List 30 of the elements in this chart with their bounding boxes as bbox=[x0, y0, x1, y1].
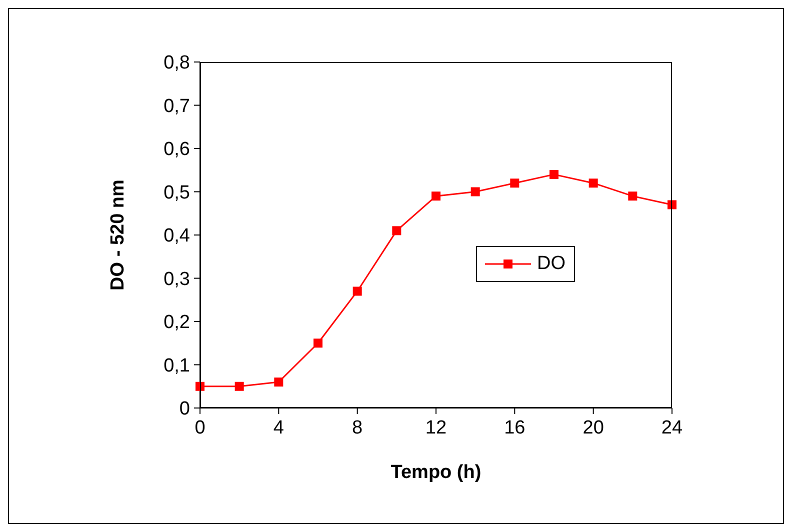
x-tick-label: 8 bbox=[352, 417, 363, 438]
point bbox=[352, 286, 362, 296]
y-tick-label: 0,6 bbox=[164, 139, 190, 160]
y-tick-label: 0,7 bbox=[164, 96, 190, 117]
x-tick-label: 12 bbox=[425, 417, 447, 438]
y-tick-label: 0,8 bbox=[164, 52, 190, 74]
point bbox=[628, 192, 638, 201]
y-tick-label: 0,2 bbox=[164, 312, 190, 334]
y-axis-title: DO - 520 nm bbox=[108, 180, 129, 290]
y-tick-label: 0,5 bbox=[164, 182, 190, 204]
legend-label: DO bbox=[537, 253, 566, 275]
point bbox=[550, 170, 558, 179]
x-axis-title: Tempo (h) bbox=[390, 462, 482, 483]
point bbox=[432, 192, 440, 201]
point bbox=[510, 178, 520, 188]
x-tick-label: 24 bbox=[661, 417, 683, 438]
x-tick-label: 0 bbox=[194, 417, 206, 438]
point bbox=[234, 382, 244, 391]
point bbox=[314, 338, 322, 348]
x-tick-label: 16 bbox=[504, 417, 526, 438]
x-tick-label: 20 bbox=[582, 417, 604, 438]
y-tick-label: 0,3 bbox=[164, 268, 190, 290]
x-tick-label: 4 bbox=[273, 417, 284, 438]
y-tick-label: 0 bbox=[179, 398, 190, 420]
point bbox=[392, 226, 402, 236]
y-tick-label: 0,1 bbox=[164, 355, 190, 376]
point bbox=[470, 187, 480, 196]
point bbox=[274, 378, 284, 387]
point bbox=[588, 178, 598, 188]
y-tick-label: 0,4 bbox=[164, 226, 190, 247]
